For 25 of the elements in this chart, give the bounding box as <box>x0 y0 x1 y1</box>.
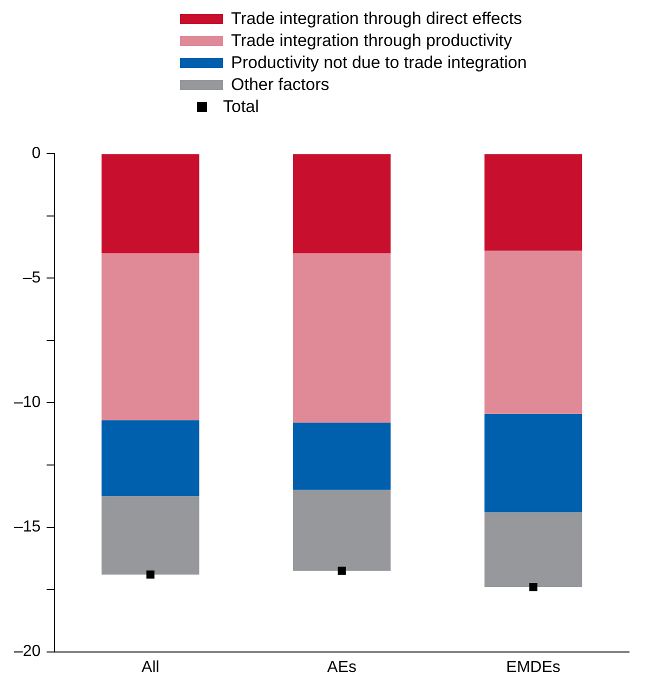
bar <box>484 154 582 251</box>
y-tick-label: 0 <box>32 145 41 162</box>
y-tick-label: –5 <box>22 270 41 287</box>
y-tick-label: –15 <box>14 518 41 536</box>
x-tick-label: All <box>142 658 160 676</box>
bar <box>102 496 200 575</box>
bar <box>293 253 391 423</box>
bar <box>484 414 582 512</box>
bar <box>484 512 582 588</box>
bar <box>484 250 582 414</box>
y-tick-label: –20 <box>14 643 41 660</box>
legend-label: Productivity not due to trade integration <box>231 52 527 74</box>
bar <box>293 490 391 571</box>
legend-label: Trade integration through productivity <box>231 30 512 52</box>
bar <box>293 422 391 490</box>
legend-label: Trade integration through direct effects <box>231 8 522 30</box>
bar <box>102 154 200 254</box>
y-tick-label: –10 <box>14 394 41 412</box>
legend-label: Other factors <box>231 74 330 96</box>
x-tick-label: AEs <box>327 658 357 676</box>
bar <box>102 420 200 496</box>
x-tick-label: EMDEs <box>506 658 560 676</box>
legend-label: Total <box>223 96 259 118</box>
bar <box>293 154 391 254</box>
bar <box>102 253 200 420</box>
